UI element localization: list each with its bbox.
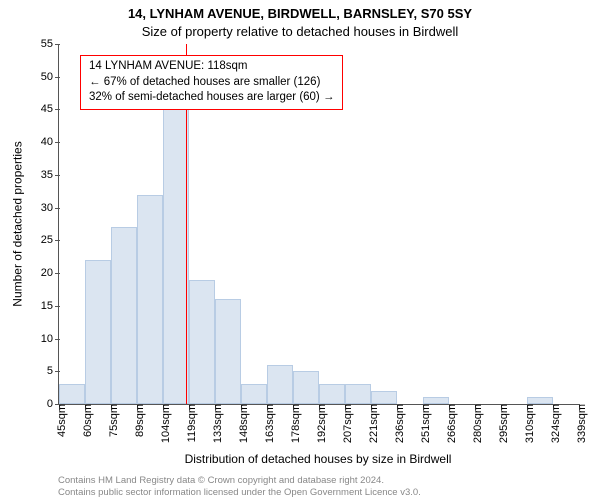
chart-footer: Contains HM Land Registry data © Crown c… bbox=[58, 475, 578, 498]
property-size-chart: 14, LYNHAM AVENUE, BIRDWELL, BARNSLEY, S… bbox=[0, 0, 600, 500]
x-tick: 251sqm bbox=[414, 404, 432, 443]
x-tick: 221sqm bbox=[362, 404, 380, 443]
histogram-bar bbox=[345, 384, 371, 404]
histogram-bar bbox=[371, 391, 397, 404]
info-line-smaller: ← 67% of detached houses are smaller (12… bbox=[89, 75, 334, 91]
y-tick: 55 bbox=[41, 38, 59, 50]
histogram-bar bbox=[111, 227, 137, 404]
footer-line2: Contains public sector information licen… bbox=[58, 487, 578, 498]
chart-subtitle: Size of property relative to detached ho… bbox=[0, 24, 600, 39]
y-tick: 50 bbox=[41, 71, 59, 83]
property-info-box: 14 LYNHAM AVENUE: 118sqm ← 67% of detach… bbox=[80, 55, 343, 110]
x-tick: 266sqm bbox=[440, 404, 458, 443]
x-tick: 104sqm bbox=[154, 404, 172, 443]
histogram-bar bbox=[215, 299, 241, 404]
histogram-bar bbox=[267, 365, 293, 404]
x-tick: 89sqm bbox=[128, 404, 146, 437]
x-axis-label: Distribution of detached houses by size … bbox=[58, 452, 578, 466]
x-tick: 310sqm bbox=[518, 404, 536, 443]
info-line-larger: 32% of semi-detached houses are larger (… bbox=[89, 90, 334, 106]
y-tick: 5 bbox=[47, 365, 59, 377]
histogram-bar bbox=[293, 371, 319, 404]
y-axis-label: Number of detached properties bbox=[10, 44, 26, 404]
y-tick: 25 bbox=[41, 234, 59, 246]
chart-title-address: 14, LYNHAM AVENUE, BIRDWELL, BARNSLEY, S… bbox=[0, 6, 600, 21]
y-tick: 15 bbox=[41, 300, 59, 312]
x-tick: 163sqm bbox=[258, 404, 276, 443]
y-tick: 20 bbox=[41, 267, 59, 279]
histogram-bar bbox=[137, 195, 163, 404]
footer-line1: Contains HM Land Registry data © Crown c… bbox=[58, 475, 578, 486]
histogram-bar bbox=[319, 384, 345, 404]
x-tick: 192sqm bbox=[310, 404, 328, 443]
histogram-bar bbox=[241, 384, 267, 404]
x-tick: 45sqm bbox=[50, 404, 68, 437]
x-tick: 280sqm bbox=[466, 404, 484, 443]
x-tick: 133sqm bbox=[206, 404, 224, 443]
x-tick: 207sqm bbox=[336, 404, 354, 443]
x-tick: 148sqm bbox=[232, 404, 250, 443]
y-tick: 35 bbox=[41, 169, 59, 181]
x-tick: 295sqm bbox=[492, 404, 510, 443]
y-tick: 10 bbox=[41, 333, 59, 345]
x-tick: 178sqm bbox=[284, 404, 302, 443]
x-tick: 324sqm bbox=[544, 404, 562, 443]
y-tick: 45 bbox=[41, 103, 59, 115]
histogram-bar bbox=[189, 280, 215, 404]
x-tick: 339sqm bbox=[570, 404, 588, 443]
x-tick: 75sqm bbox=[102, 404, 120, 437]
x-tick: 60sqm bbox=[76, 404, 94, 437]
x-tick: 119sqm bbox=[180, 404, 198, 442]
x-tick: 236sqm bbox=[388, 404, 406, 443]
info-line-size: 14 LYNHAM AVENUE: 118sqm bbox=[89, 59, 334, 75]
y-tick: 30 bbox=[41, 202, 59, 214]
histogram-bar bbox=[85, 260, 111, 404]
histogram-bar bbox=[59, 384, 85, 404]
y-tick: 40 bbox=[41, 136, 59, 148]
